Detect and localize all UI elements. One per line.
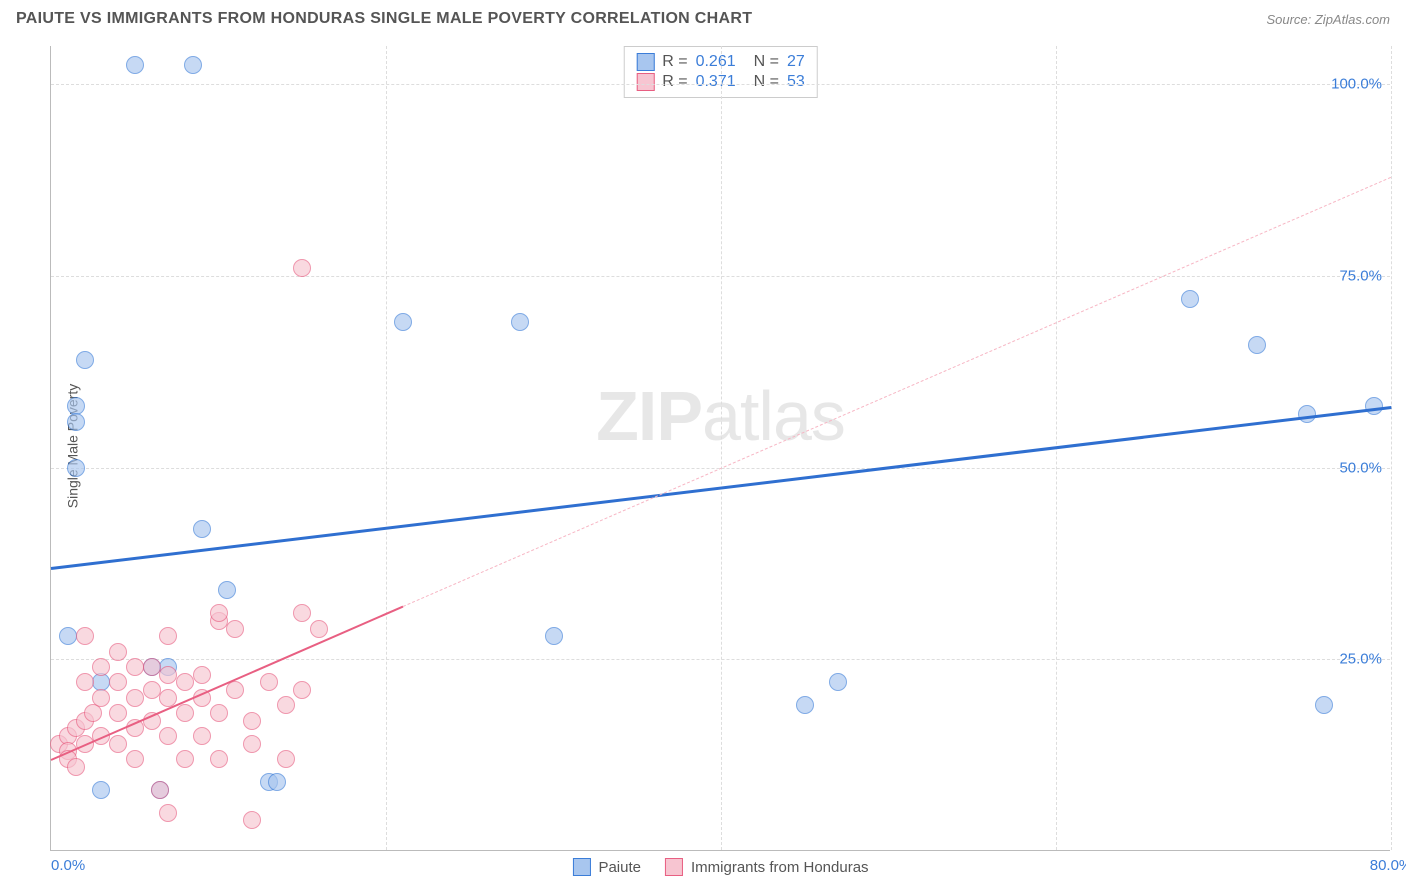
data-point	[1315, 696, 1333, 714]
data-point	[796, 696, 814, 714]
trend-line	[403, 176, 1392, 606]
data-point	[109, 673, 127, 691]
y-tick-label: 25.0%	[1339, 651, 1382, 668]
data-point	[193, 520, 211, 538]
data-point	[126, 750, 144, 768]
legend-item: Immigrants from Honduras	[665, 858, 869, 876]
data-point	[545, 627, 563, 645]
data-point	[159, 727, 177, 745]
data-point	[109, 643, 127, 661]
data-point	[59, 627, 77, 645]
data-point	[176, 704, 194, 722]
data-point	[184, 56, 202, 74]
data-point	[277, 696, 295, 714]
data-point	[159, 627, 177, 645]
data-point	[829, 673, 847, 691]
data-point	[126, 56, 144, 74]
data-point	[193, 666, 211, 684]
data-point	[126, 658, 144, 676]
data-point	[151, 781, 169, 799]
gridline-v	[721, 46, 722, 850]
data-point	[243, 811, 261, 829]
data-point	[76, 627, 94, 645]
y-tick-label: 50.0%	[1339, 459, 1382, 476]
data-point	[218, 581, 236, 599]
source-text: Source: ZipAtlas.com	[1266, 12, 1390, 27]
data-point	[293, 259, 311, 277]
gridline-v	[1391, 46, 1392, 850]
x-tick-label: 0.0%	[51, 857, 85, 874]
legend-item: Paiute	[572, 858, 641, 876]
data-point	[293, 681, 311, 699]
data-point	[511, 313, 529, 331]
data-point	[210, 750, 228, 768]
data-point	[193, 727, 211, 745]
data-point	[76, 673, 94, 691]
data-point	[143, 658, 161, 676]
data-point	[293, 604, 311, 622]
data-point	[109, 735, 127, 753]
y-tick-label: 75.0%	[1339, 268, 1382, 285]
data-point	[210, 704, 228, 722]
data-point	[76, 351, 94, 369]
data-point	[159, 666, 177, 684]
data-point	[143, 681, 161, 699]
data-point	[84, 704, 102, 722]
data-point	[226, 620, 244, 638]
data-point	[67, 413, 85, 431]
x-tick-label: 80.0%	[1370, 857, 1406, 874]
data-point	[126, 689, 144, 707]
data-point	[159, 804, 177, 822]
y-tick-label: 100.0%	[1331, 76, 1382, 93]
legend-series: Paiute Immigrants from Honduras	[572, 858, 868, 876]
data-point	[1248, 336, 1266, 354]
data-point	[394, 313, 412, 331]
data-point	[226, 681, 244, 699]
data-point	[210, 604, 228, 622]
chart-title: PAIUTE VS IMMIGRANTS FROM HONDURAS SINGL…	[16, 10, 752, 28]
data-point	[109, 704, 127, 722]
data-point	[92, 658, 110, 676]
data-point	[92, 689, 110, 707]
data-point	[243, 712, 261, 730]
gridline-v	[386, 46, 387, 850]
data-point	[1181, 290, 1199, 308]
data-point	[176, 673, 194, 691]
data-point	[67, 758, 85, 776]
data-point	[1298, 405, 1316, 423]
data-point	[260, 673, 278, 691]
data-point	[243, 735, 261, 753]
data-point	[67, 459, 85, 477]
data-point	[176, 750, 194, 768]
data-point	[310, 620, 328, 638]
data-point	[92, 781, 110, 799]
data-point	[268, 773, 286, 791]
scatter-chart: ZIPatlas R =0.261N =27R =0.371N =53 Paiu…	[50, 46, 1390, 851]
data-point	[277, 750, 295, 768]
